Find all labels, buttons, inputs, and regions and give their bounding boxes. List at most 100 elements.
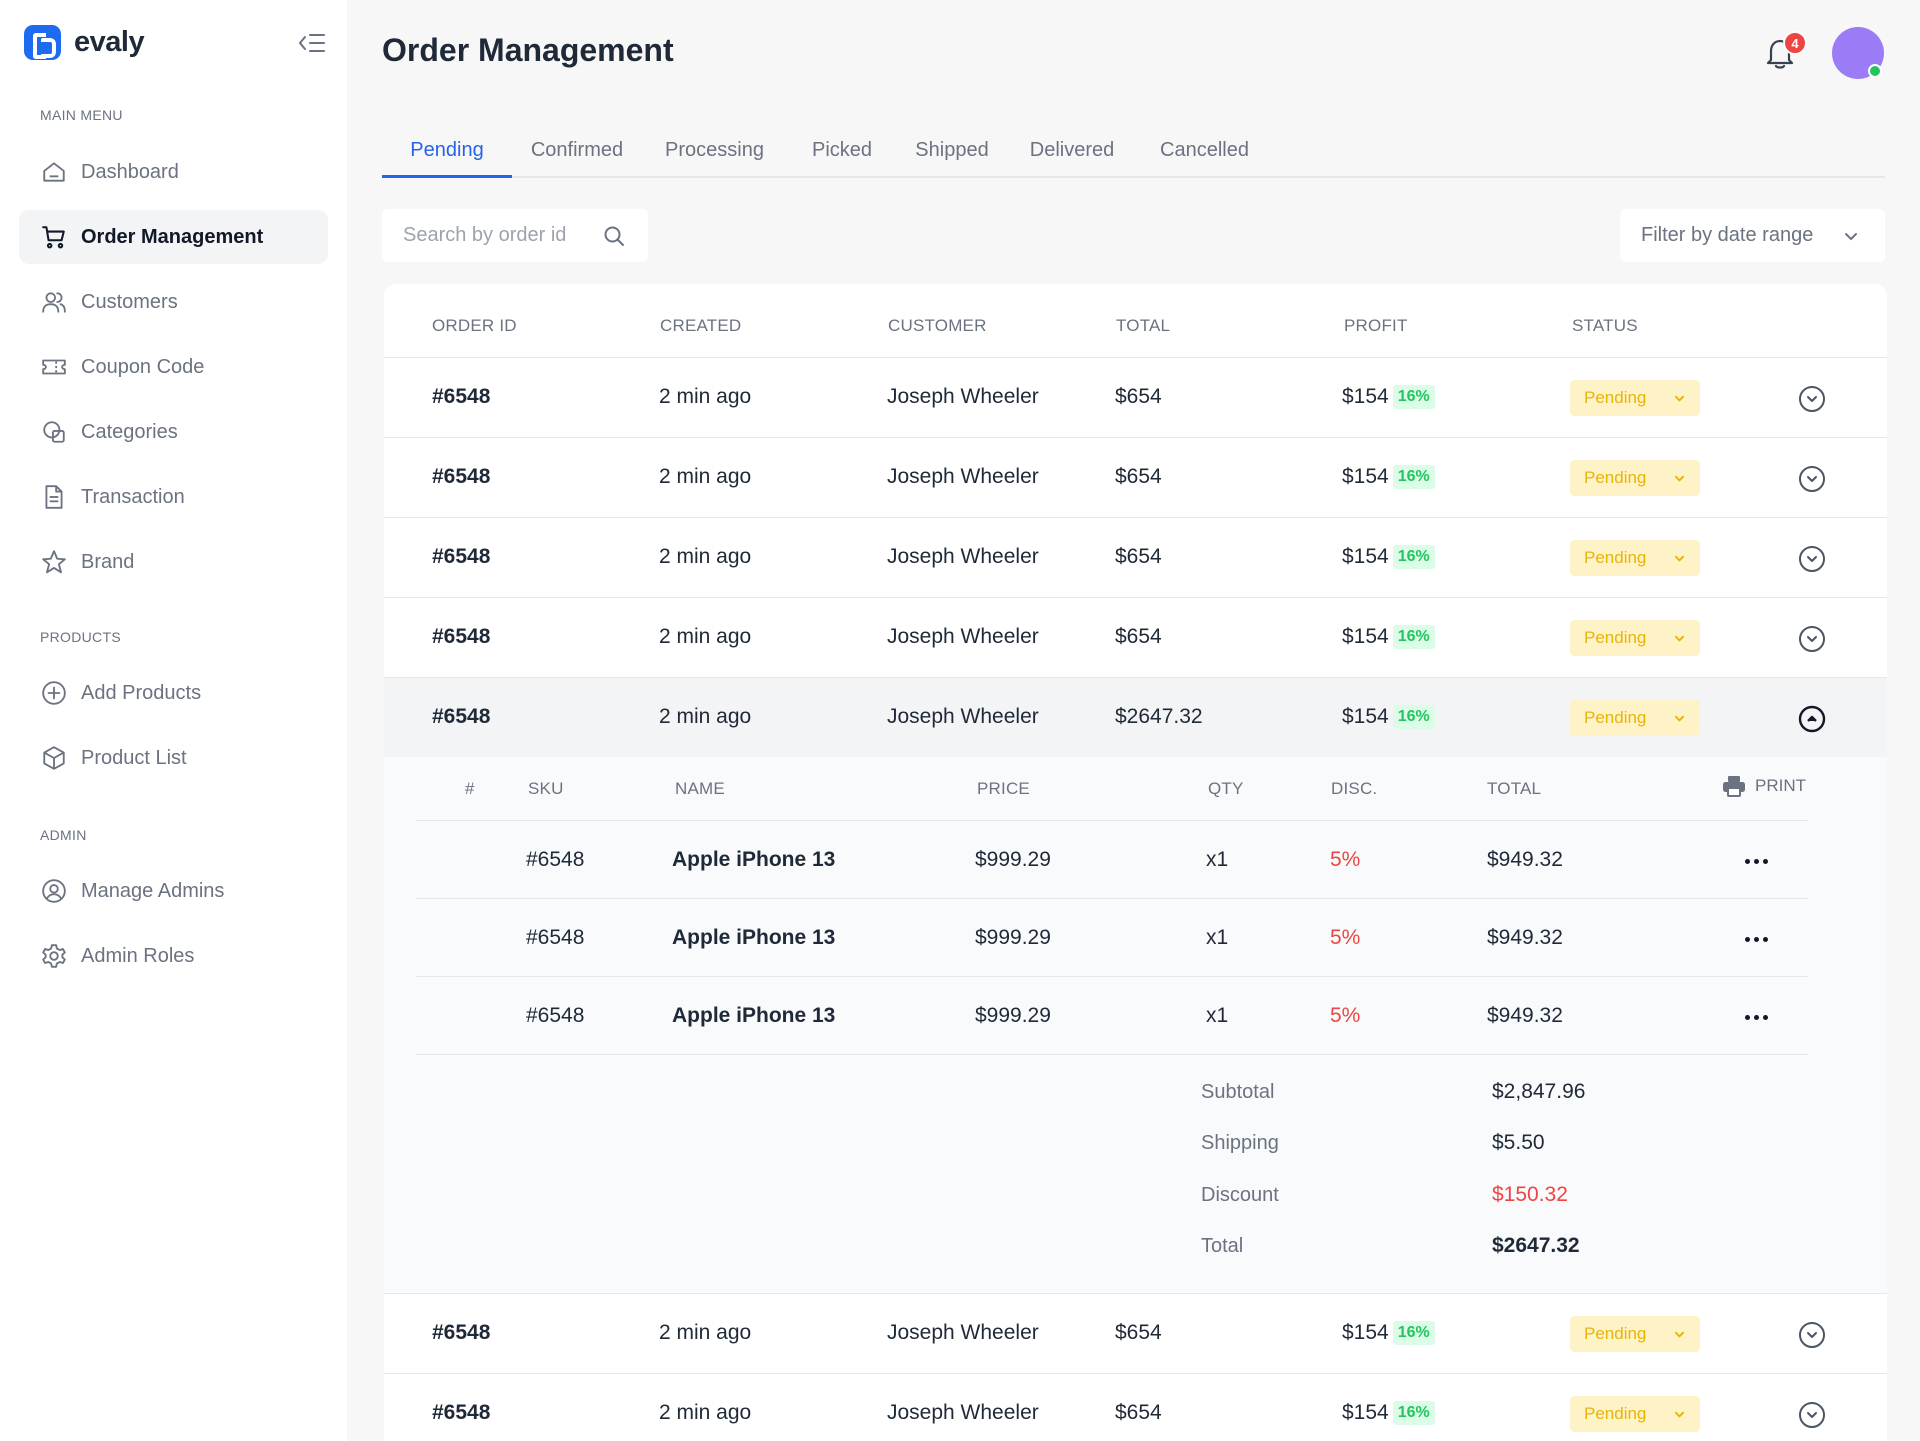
tab-picked[interactable]: Picked xyxy=(811,139,873,161)
order-customer: Joseph Wheeler xyxy=(887,625,1039,648)
summary-value-discount: $150.32 xyxy=(1492,1183,1568,1206)
search-input[interactable] xyxy=(403,224,603,247)
tab-processing[interactable]: Processing xyxy=(665,139,764,161)
order-created: 2 min ago xyxy=(659,1321,752,1344)
profit-percent-badge: 16% xyxy=(1392,465,1435,489)
detail-header-price: PRICE xyxy=(977,779,1030,798)
item-total: $949.32 xyxy=(1487,926,1563,949)
date-range-filter[interactable]: Filter by date range xyxy=(1620,209,1885,262)
summary-value-total: $2647.32 xyxy=(1492,1234,1580,1257)
collapse-row-icon[interactable] xyxy=(1798,705,1826,733)
sidebar-item-add-products[interactable]: Add Products xyxy=(19,666,328,720)
expand-row-icon[interactable] xyxy=(1798,385,1826,413)
sidebar-item-order-management[interactable]: Order Management xyxy=(19,210,328,264)
sidebar-item-admin-roles[interactable]: Admin Roles xyxy=(19,929,328,983)
expand-row-icon[interactable] xyxy=(1798,465,1826,493)
order-total: $654 xyxy=(1115,625,1162,648)
detail-header-qty: QTY xyxy=(1208,779,1244,798)
brand[interactable]: evaly xyxy=(24,25,145,60)
sidebar-item-brand[interactable]: Brand xyxy=(19,535,328,589)
table-row-expanded[interactable]: #6548 2 min ago Joseph Wheeler $2647.32 … xyxy=(384,677,1887,757)
line-item-row: #6548 Apple iPhone 13 $999.29 x1 5% $949… xyxy=(416,976,1808,1054)
tab-confirmed[interactable]: Confirmed xyxy=(530,139,624,161)
more-options-icon[interactable] xyxy=(1745,937,1768,942)
table-row[interactable]: #6548 2 min ago Joseph Wheeler $654 $154… xyxy=(384,357,1887,437)
sidebar-item-transaction[interactable]: Transaction xyxy=(19,470,328,524)
expand-row-icon[interactable] xyxy=(1798,625,1826,653)
profit-amount: $154 xyxy=(1342,625,1389,648)
order-status-tabs: Pending Confirmed Processing Picked Ship… xyxy=(382,137,1885,178)
sidebar-item-coupon-code[interactable]: Coupon Code xyxy=(19,340,328,394)
status-dropdown[interactable]: Pending xyxy=(1570,700,1700,736)
item-discount: 5% xyxy=(1330,1004,1361,1027)
order-profit: $154 16% xyxy=(1342,465,1435,489)
expand-row-icon[interactable] xyxy=(1798,1321,1826,1349)
sidebar-item-categories[interactable]: Categories xyxy=(19,405,328,459)
section-label-products: PRODUCTS xyxy=(40,629,121,645)
item-sku: #6548 xyxy=(526,1004,585,1027)
order-created: 2 min ago xyxy=(659,705,752,728)
page-title: Order Management xyxy=(382,32,674,68)
status-dropdown[interactable]: Pending xyxy=(1570,460,1700,496)
expand-row-icon[interactable] xyxy=(1798,545,1826,573)
item-name: Apple iPhone 13 xyxy=(672,926,836,949)
order-customer: Joseph Wheeler xyxy=(887,385,1039,408)
table-row[interactable]: #6548 2 min ago Joseph Wheeler $654 $154… xyxy=(384,597,1887,677)
order-created: 2 min ago xyxy=(659,625,752,648)
status-dropdown[interactable]: Pending xyxy=(1570,1396,1700,1432)
section-label-main-menu: MAIN MENU xyxy=(40,107,123,123)
summary-label-total: Total xyxy=(1201,1235,1244,1257)
item-name: Apple iPhone 13 xyxy=(672,848,836,871)
status-label: Pending xyxy=(1584,1404,1647,1423)
table-row[interactable]: #6548 2 min ago Joseph Wheeler $654 $154… xyxy=(384,437,1887,517)
order-total: $654 xyxy=(1115,545,1162,568)
sidebar: evaly MAIN MENU Dashboard Order Manageme… xyxy=(0,0,347,1441)
sidebar-item-label: Customers xyxy=(81,290,178,313)
table-row[interactable]: #6548 2 min ago Joseph Wheeler $654 $154… xyxy=(384,1293,1887,1373)
order-id: #6548 xyxy=(432,1401,491,1424)
print-button[interactable]: PRINT xyxy=(1721,773,1806,799)
sidebar-item-dashboard[interactable]: Dashboard xyxy=(19,145,328,199)
table-row[interactable]: #6548 2 min ago Joseph Wheeler $654 $154… xyxy=(384,1373,1887,1441)
status-dropdown[interactable]: Pending xyxy=(1570,380,1700,416)
table-row[interactable]: #6548 2 min ago Joseph Wheeler $654 $154… xyxy=(384,517,1887,597)
profit-percent-badge: 16% xyxy=(1392,385,1435,409)
status-dropdown[interactable]: Pending xyxy=(1570,540,1700,576)
order-profit: $154 16% xyxy=(1342,385,1435,409)
sidebar-item-customers[interactable]: Customers xyxy=(19,275,328,329)
summary-label-discount: Discount xyxy=(1201,1184,1279,1206)
tab-cancelled[interactable]: Cancelled xyxy=(1160,139,1249,161)
profit-percent-badge: 16% xyxy=(1392,705,1435,729)
more-options-icon[interactable] xyxy=(1745,859,1768,864)
online-status-dot xyxy=(1868,64,1882,78)
sidebar-item-manage-admins[interactable]: Manage Admins xyxy=(19,864,328,918)
tab-pending[interactable]: Pending xyxy=(382,137,512,178)
column-header-status: STATUS xyxy=(1572,316,1638,335)
more-options-icon[interactable] xyxy=(1745,1015,1768,1020)
order-total: $654 xyxy=(1115,1321,1162,1344)
tab-shipped[interactable]: Shipped xyxy=(915,139,989,161)
order-total: $654 xyxy=(1115,385,1162,408)
status-dropdown[interactable]: Pending xyxy=(1570,1316,1700,1352)
gear-icon xyxy=(42,944,66,968)
search-box xyxy=(382,209,648,262)
order-id: #6548 xyxy=(432,705,491,728)
sidebar-item-product-list[interactable]: Product List xyxy=(19,731,328,785)
search-icon[interactable] xyxy=(602,224,626,248)
printer-icon xyxy=(1723,776,1745,797)
chevron-down-icon xyxy=(1674,395,1685,402)
order-created: 2 min ago xyxy=(659,465,752,488)
item-name: Apple iPhone 13 xyxy=(672,1004,836,1027)
home-icon xyxy=(43,162,65,182)
item-qty: x1 xyxy=(1206,848,1229,871)
sidebar-item-label: Coupon Code xyxy=(81,355,205,378)
expand-row-icon[interactable] xyxy=(1798,1401,1826,1429)
item-price: $999.29 xyxy=(975,1004,1051,1027)
collapse-sidebar-icon[interactable] xyxy=(298,32,326,54)
status-label: Pending xyxy=(1584,1324,1647,1343)
tab-delivered[interactable]: Delivered xyxy=(1029,139,1115,161)
column-header-order-id: ORDER ID xyxy=(432,316,517,335)
status-dropdown[interactable]: Pending xyxy=(1570,620,1700,656)
order-id: #6548 xyxy=(432,385,491,408)
ticket-icon xyxy=(42,359,66,375)
